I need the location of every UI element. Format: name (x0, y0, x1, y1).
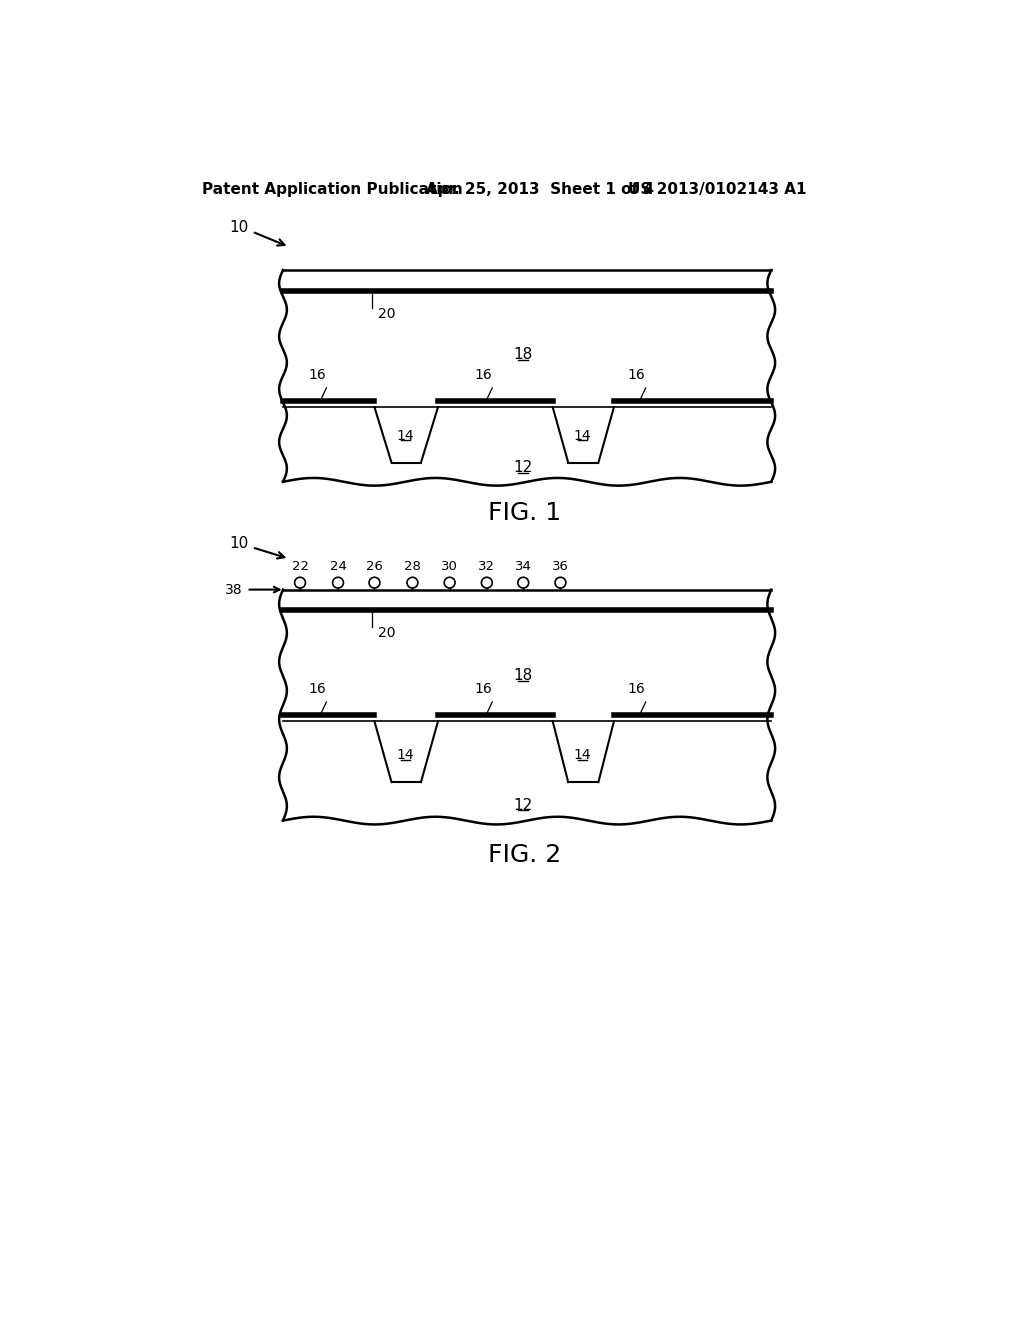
Text: 18: 18 (514, 347, 532, 362)
Text: 12: 12 (514, 461, 532, 475)
Text: 20: 20 (378, 308, 396, 321)
Text: 12: 12 (514, 797, 532, 813)
Text: 14: 14 (573, 429, 591, 442)
Text: 36: 36 (552, 560, 569, 573)
Text: 16: 16 (308, 682, 326, 696)
Text: 16: 16 (628, 682, 645, 696)
Text: 16: 16 (308, 368, 326, 381)
Text: 14: 14 (573, 748, 591, 762)
Text: FIG. 2: FIG. 2 (488, 843, 561, 867)
Text: 16: 16 (474, 368, 492, 381)
Text: FIG. 1: FIG. 1 (488, 500, 561, 524)
Text: 28: 28 (404, 560, 421, 573)
Text: 26: 26 (366, 560, 383, 573)
Text: 10: 10 (229, 220, 248, 235)
Text: 20: 20 (378, 627, 396, 640)
Text: US 2013/0102143 A1: US 2013/0102143 A1 (628, 182, 806, 197)
Text: 34: 34 (515, 560, 531, 573)
Text: 10: 10 (229, 536, 248, 550)
Text: 22: 22 (292, 560, 308, 573)
Text: 14: 14 (396, 748, 415, 762)
Text: 14: 14 (396, 429, 415, 442)
Text: Patent Application Publication: Patent Application Publication (202, 182, 463, 197)
Text: 32: 32 (478, 560, 496, 573)
Text: 16: 16 (474, 682, 492, 696)
Text: 18: 18 (514, 668, 532, 684)
Text: 38: 38 (225, 582, 243, 597)
Text: 16: 16 (628, 368, 645, 381)
Text: Apr. 25, 2013  Sheet 1 of 4: Apr. 25, 2013 Sheet 1 of 4 (426, 182, 654, 197)
Text: 30: 30 (441, 560, 458, 573)
Text: 24: 24 (330, 560, 346, 573)
